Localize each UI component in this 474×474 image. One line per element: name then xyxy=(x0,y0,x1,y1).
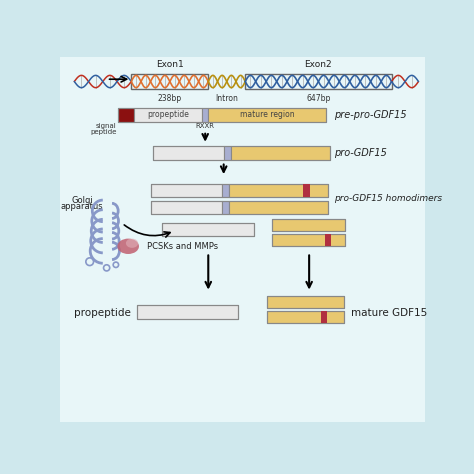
Text: pro-GDF15 homodimers: pro-GDF15 homodimers xyxy=(334,194,442,203)
Bar xyxy=(272,219,346,231)
Bar xyxy=(118,108,134,121)
Bar xyxy=(229,184,328,197)
Bar xyxy=(231,146,330,160)
Bar xyxy=(137,305,237,319)
Bar xyxy=(137,305,237,319)
Text: pro-GDF15: pro-GDF15 xyxy=(334,148,387,158)
Text: signal: signal xyxy=(96,123,117,129)
Text: propeptide: propeptide xyxy=(147,110,189,119)
Bar xyxy=(321,311,327,323)
Text: propeptide: propeptide xyxy=(74,308,131,318)
Bar xyxy=(267,296,344,308)
Bar xyxy=(208,108,326,121)
FancyBboxPatch shape xyxy=(56,53,429,426)
Bar xyxy=(151,184,222,197)
Bar xyxy=(245,74,392,89)
Text: 238bp: 238bp xyxy=(158,94,182,103)
Bar xyxy=(267,311,344,323)
Bar xyxy=(118,108,326,121)
Bar xyxy=(162,223,255,236)
Text: Exon1: Exon1 xyxy=(156,60,183,69)
Bar xyxy=(151,201,328,214)
Text: peptide: peptide xyxy=(90,129,117,135)
Bar xyxy=(153,146,330,160)
Bar xyxy=(151,184,328,197)
Text: pre-pro-GDF15: pre-pro-GDF15 xyxy=(334,109,406,119)
Text: Intron: Intron xyxy=(215,94,238,103)
Bar xyxy=(153,146,224,160)
Bar xyxy=(134,108,202,121)
Bar xyxy=(272,219,346,231)
Bar xyxy=(162,223,255,236)
Bar xyxy=(151,201,222,214)
Ellipse shape xyxy=(126,238,138,248)
Ellipse shape xyxy=(118,238,139,254)
Bar xyxy=(222,184,229,197)
Bar xyxy=(224,146,231,160)
Text: PCSKs and MMPs: PCSKs and MMPs xyxy=(146,242,218,251)
Text: apparatus: apparatus xyxy=(61,202,103,211)
Bar xyxy=(267,296,344,308)
Bar xyxy=(131,74,208,89)
Text: Golgi: Golgi xyxy=(71,196,93,205)
Text: RXXR: RXXR xyxy=(196,123,215,129)
Text: mature region: mature region xyxy=(240,110,294,119)
Bar xyxy=(272,234,346,246)
Bar xyxy=(303,184,310,197)
Bar xyxy=(325,234,331,246)
Bar xyxy=(222,201,229,214)
Text: 647bp: 647bp xyxy=(306,94,330,103)
Text: mature GDF15: mature GDF15 xyxy=(352,308,428,318)
Bar xyxy=(272,234,346,246)
Text: Exon2: Exon2 xyxy=(305,60,332,69)
Bar xyxy=(267,311,344,323)
Bar xyxy=(202,108,208,121)
Bar xyxy=(229,201,328,214)
